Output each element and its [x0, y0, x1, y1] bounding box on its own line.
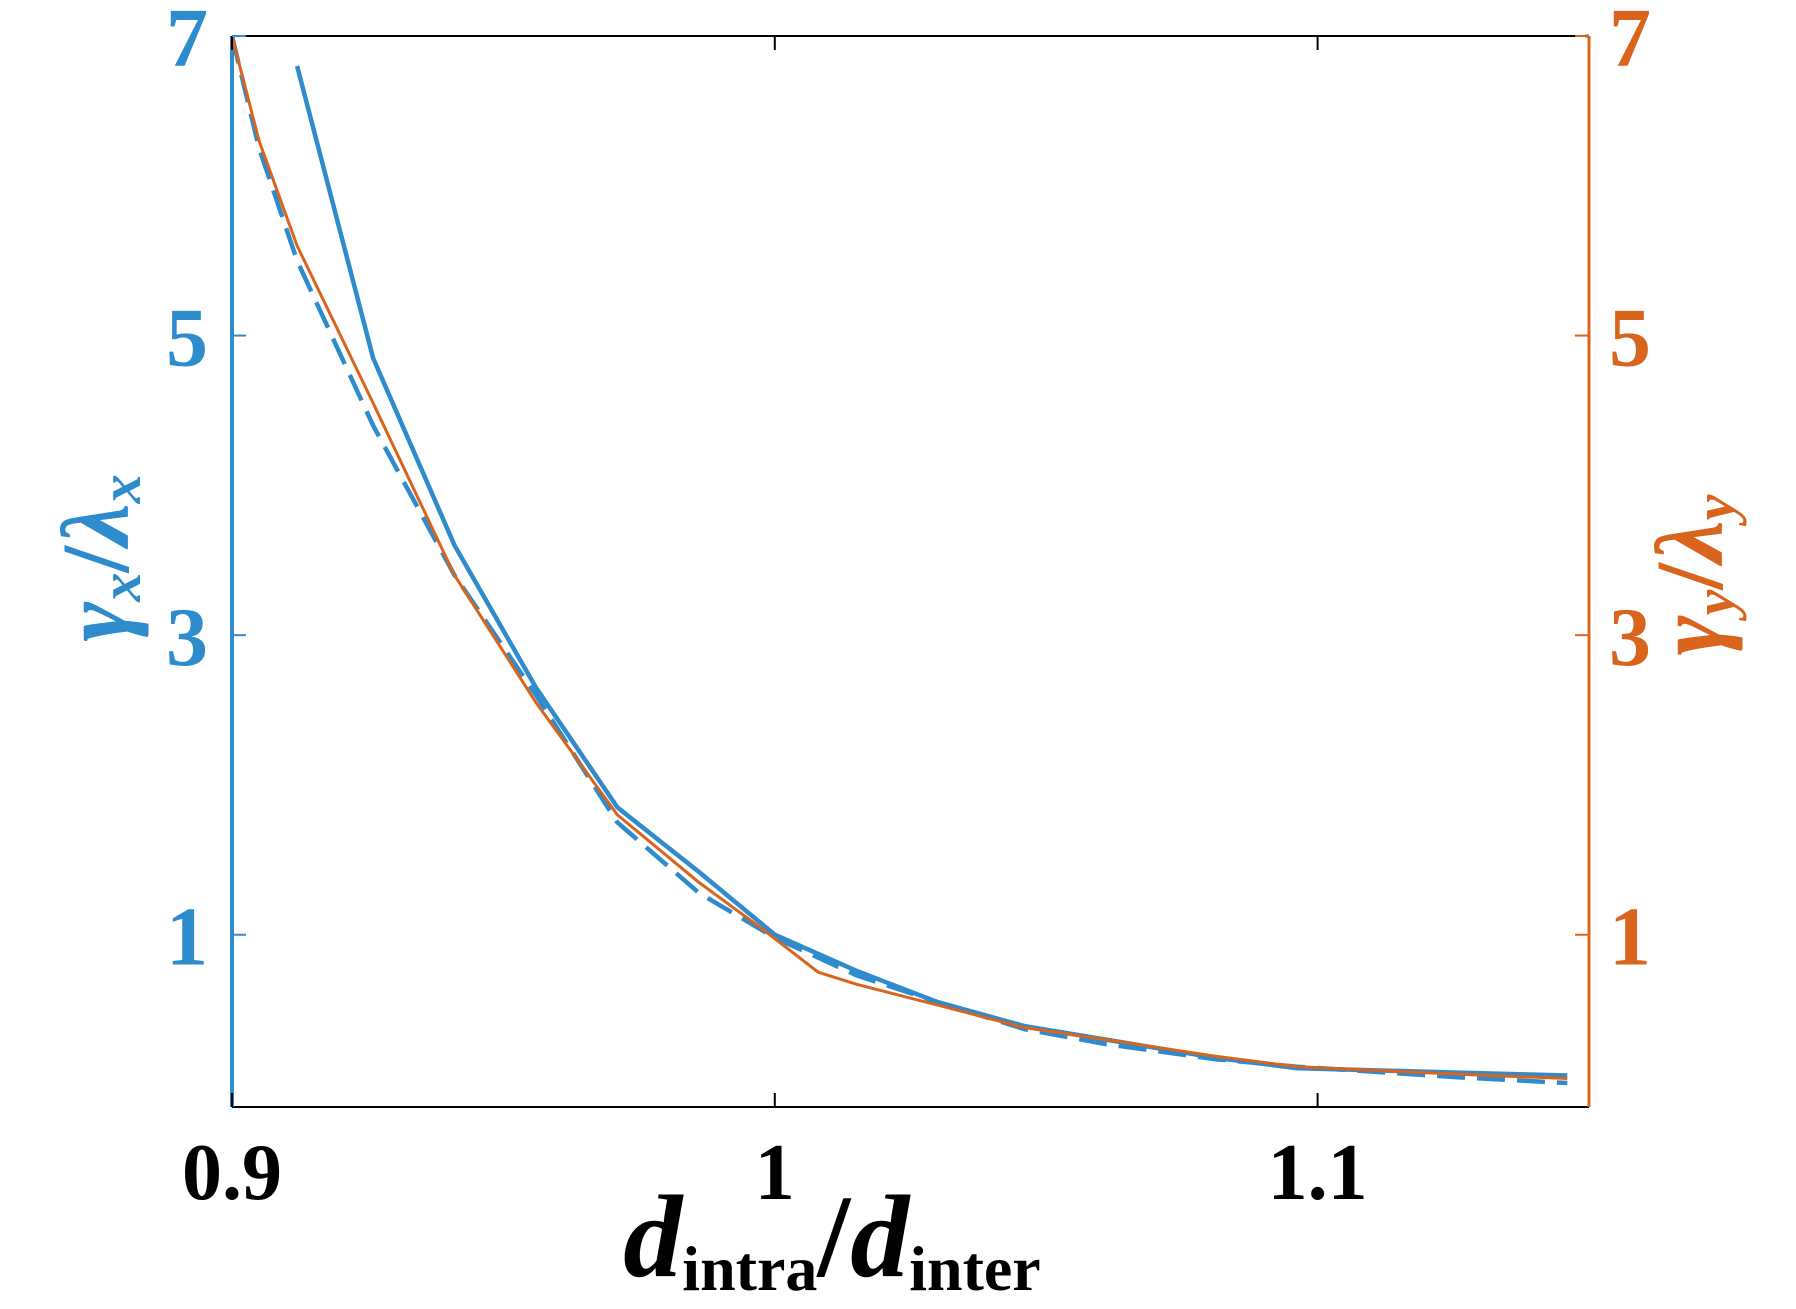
y-tick-label-right: 5 — [1609, 292, 1651, 385]
series-line-left-dashed — [229, 35, 1568, 1086]
y-tick-label-left: 1 — [166, 891, 208, 984]
axis-label-group: dintra/dinter γx/λx γy/λy — [42, 474, 1747, 1304]
y-tick-label-left: 5 — [166, 292, 208, 385]
y-tick-label-left: 7 — [166, 0, 208, 85]
x-axis-label: dintra/dinter — [623, 1171, 1040, 1304]
plot-frame — [230, 34, 1591, 1108]
y-tick-label-right: 7 — [1609, 0, 1651, 85]
tick-group: 0.9 1 1.1 1 1 3 3 5 5 7 7 — [166, 0, 1651, 1217]
x-tick-label: 1.1 — [1268, 1129, 1368, 1217]
y-tick-label-right: 3 — [1609, 591, 1651, 684]
series-line-left-solid — [294, 65, 1568, 1078]
y-tick-label-right: 1 — [1609, 891, 1651, 984]
series-group — [229, 35, 1568, 1086]
x-tick-label: 0.9 — [182, 1129, 282, 1217]
left-y-axis-label: γx/λx — [42, 474, 153, 641]
right-y-axis-label: γy/λy — [1636, 494, 1747, 655]
series-line-right-solid — [230, 35, 1568, 1080]
y-tick-label-left: 3 — [166, 591, 208, 684]
x-tick-label: 1 — [755, 1129, 795, 1217]
